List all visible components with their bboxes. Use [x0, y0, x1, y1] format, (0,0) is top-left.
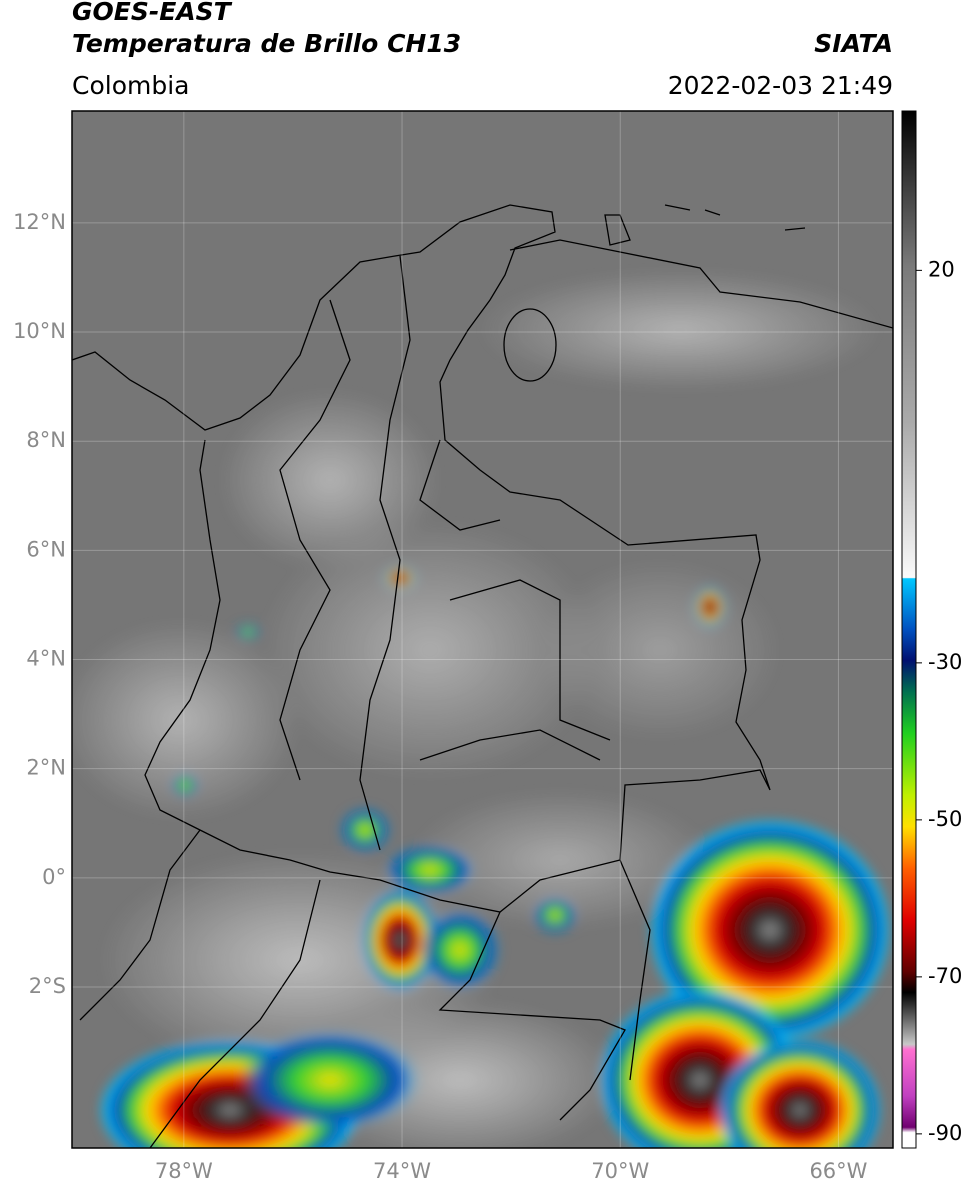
- lat-label: 8°N: [26, 428, 66, 452]
- subtitle: Temperatura de Brillo CH13: [72, 29, 461, 58]
- map-image: [72, 111, 893, 1148]
- title: GOES-EAST: [72, 0, 233, 26]
- datetime: 2022-02-03 21:49: [668, 71, 893, 100]
- region: Colombia: [72, 71, 189, 100]
- map-frame: [71, 110, 894, 1149]
- colorbar-label: -30: [928, 650, 962, 674]
- colorbar: [901, 110, 917, 1149]
- source: SIATA: [814, 29, 893, 58]
- colorbar-label: -90: [928, 1121, 962, 1145]
- lat-label: 4°N: [26, 647, 66, 671]
- lon-label: 74°W: [373, 1159, 431, 1183]
- lat-label: 2°S: [29, 974, 66, 998]
- lat-label: 10°N: [13, 319, 66, 343]
- lon-label: 70°W: [591, 1159, 649, 1183]
- lat-label: 12°N: [13, 210, 66, 234]
- lat-label: 0°: [42, 865, 66, 889]
- colorbar-label: 20: [928, 257, 955, 281]
- lat-label: 6°N: [26, 537, 66, 561]
- lon-label: 66°W: [809, 1159, 867, 1183]
- lat-label: 2°N: [26, 756, 66, 780]
- colorbar-label: -70: [928, 964, 962, 988]
- colorbar-label: -50: [928, 807, 962, 831]
- lon-label: 78°W: [155, 1159, 213, 1183]
